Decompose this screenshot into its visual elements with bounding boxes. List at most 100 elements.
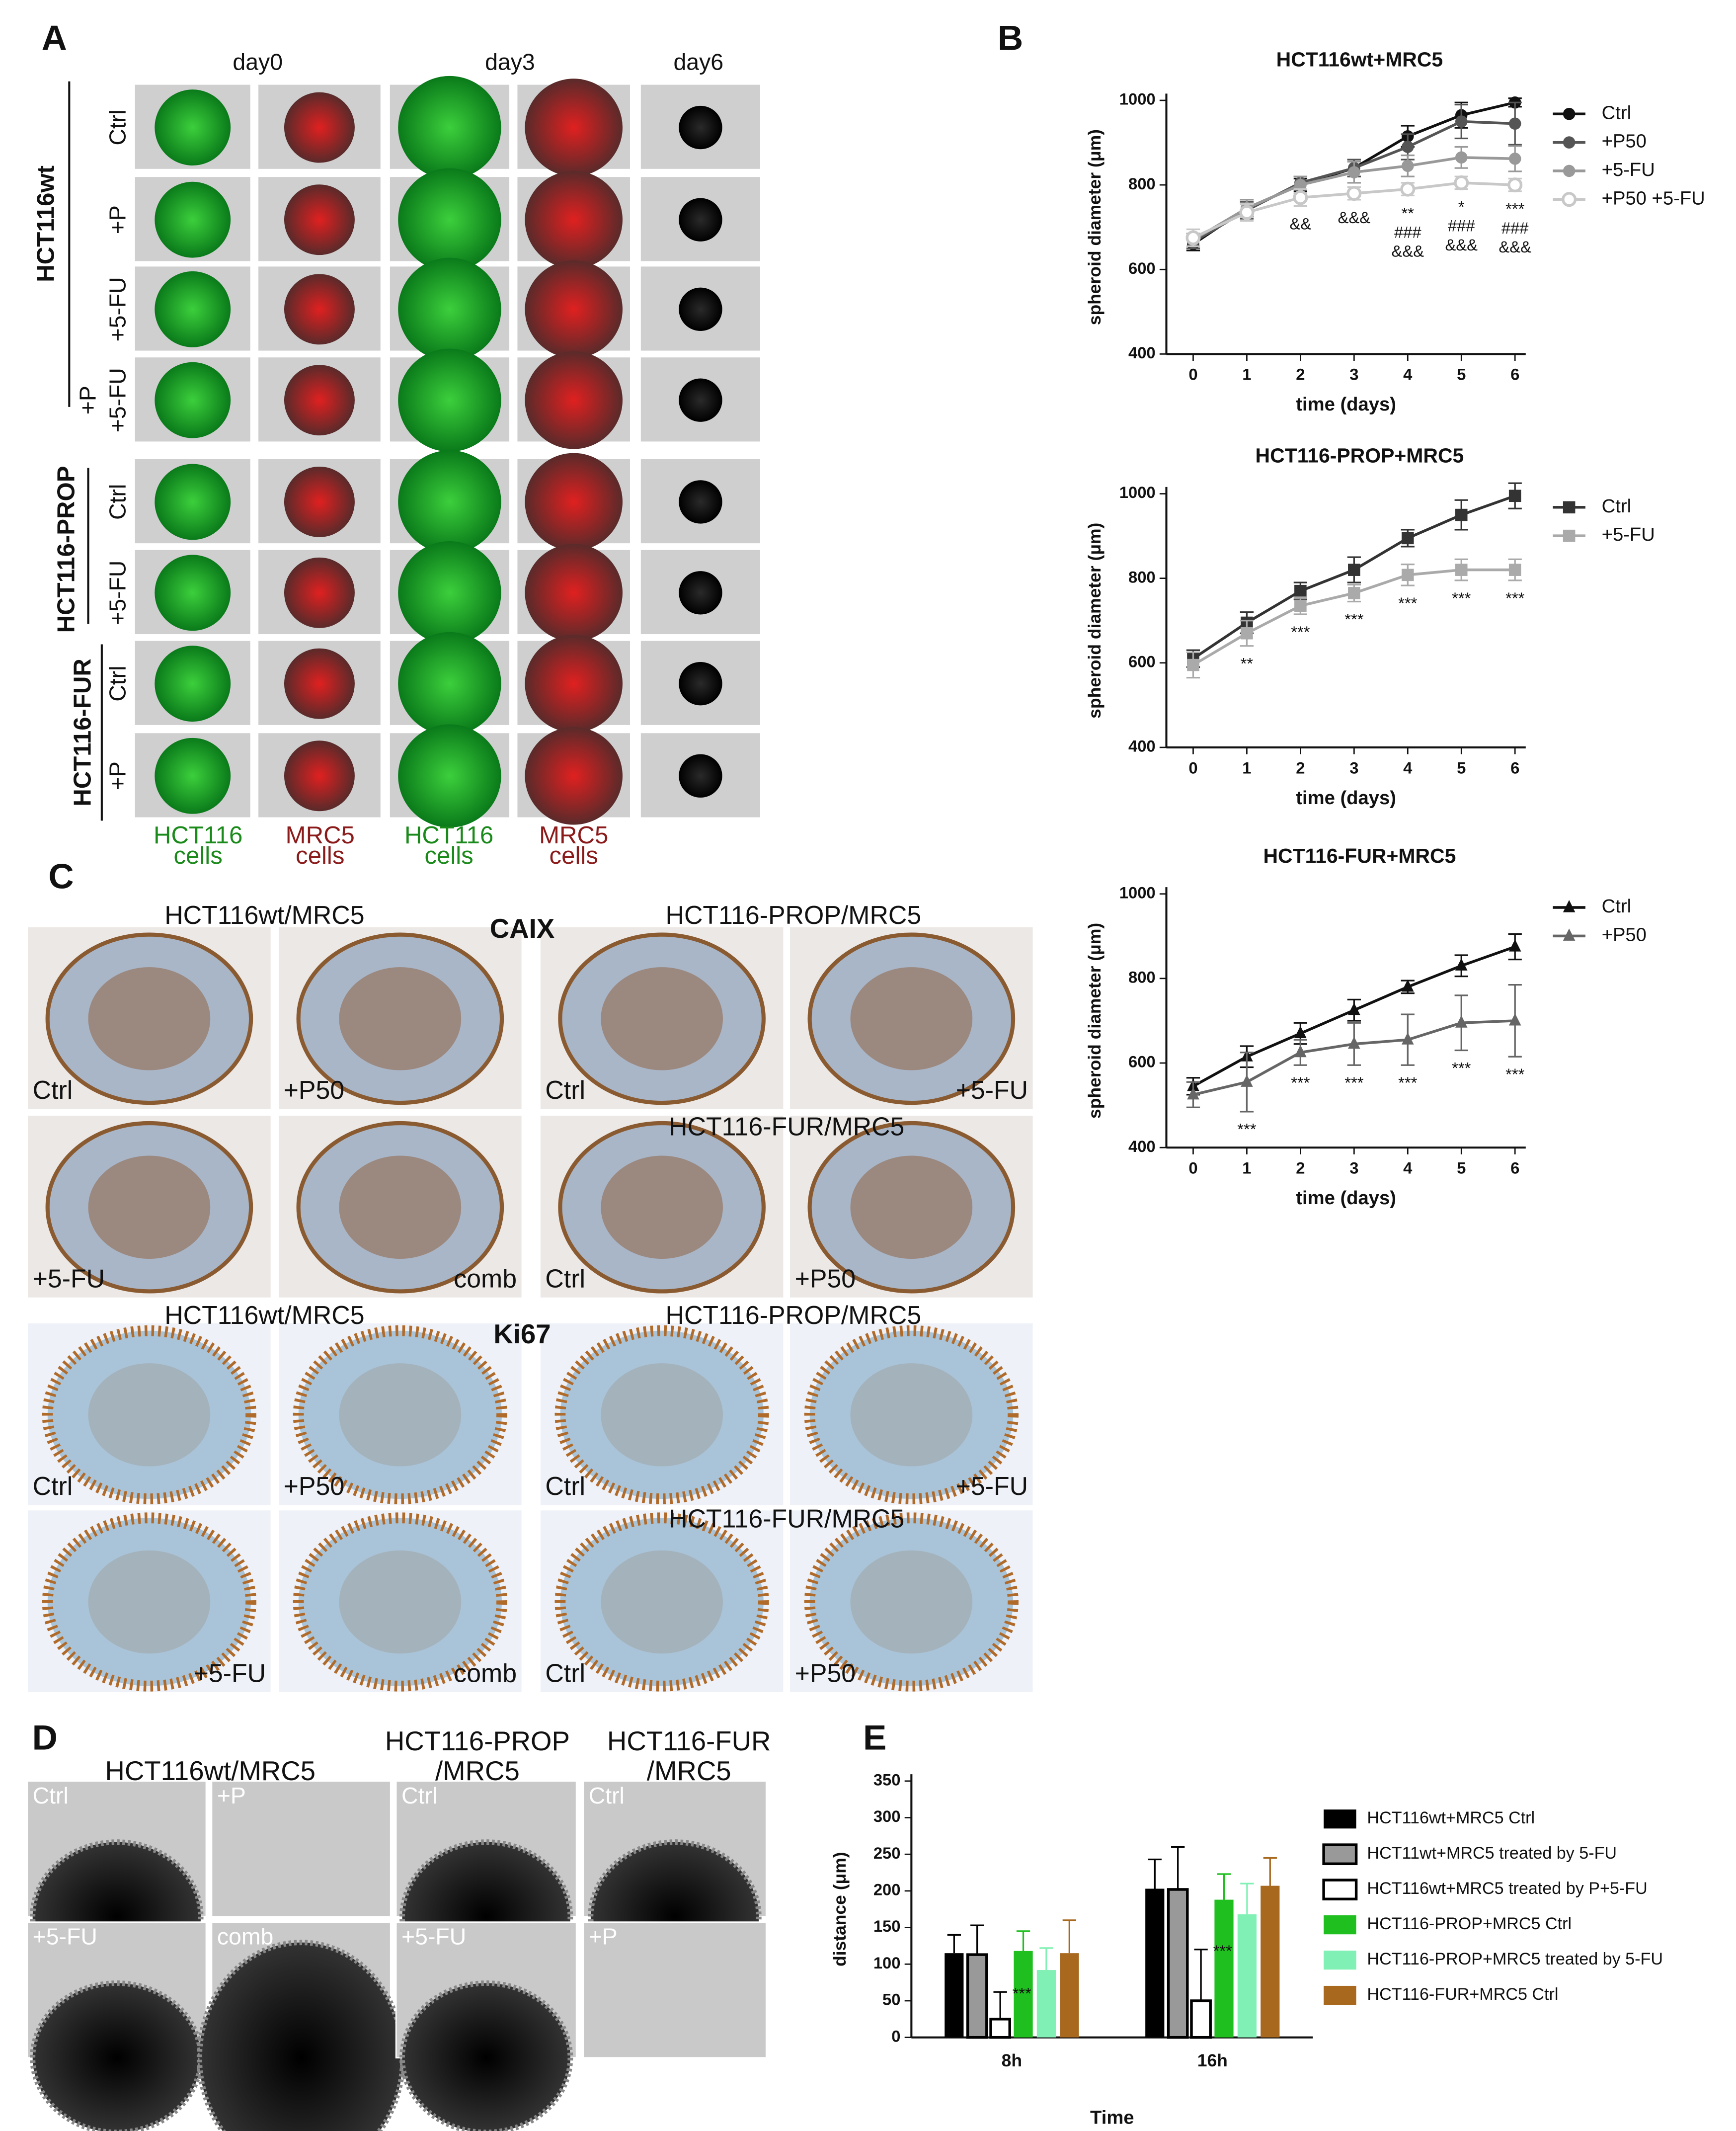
x-tick-label: 0 xyxy=(1188,365,1197,384)
annotation: *** xyxy=(1452,589,1471,607)
spheroid xyxy=(679,661,722,706)
x-axis-label: time (days) xyxy=(1296,1187,1396,1209)
annotation: *** xyxy=(1398,594,1417,612)
cell-label: HCT116 xyxy=(404,822,493,849)
data-point xyxy=(1507,177,1523,193)
error-bar xyxy=(1148,1858,1162,1889)
y-tick-label: 800 xyxy=(1128,968,1156,986)
spheroid xyxy=(284,648,355,719)
spheroid xyxy=(398,257,501,361)
panel-label: A xyxy=(42,19,67,58)
data-point xyxy=(1402,979,1414,992)
image-label: comb xyxy=(454,1264,517,1293)
stain xyxy=(601,967,723,1070)
data-point xyxy=(1455,564,1468,576)
spheroid-section xyxy=(42,1325,257,1504)
stain xyxy=(339,1363,462,1467)
bar xyxy=(1214,1899,1234,2038)
data-point xyxy=(1455,958,1468,971)
x-axis-label: time (days) xyxy=(1296,394,1396,415)
x-tick-label: 4 xyxy=(1403,1158,1413,1177)
image-label: +5-FU xyxy=(956,1075,1028,1104)
data-point xyxy=(1294,1045,1307,1058)
y-axis-label: spheroid diameter (μm) xyxy=(1085,923,1105,1119)
data-point xyxy=(1402,532,1414,545)
cell-label: HCT116 xyxy=(154,822,242,849)
spheroid xyxy=(525,453,623,551)
spheroid xyxy=(525,170,623,269)
image-label: +P50 xyxy=(284,1472,345,1500)
image-label: comb xyxy=(217,1924,273,1950)
y-tick-label: 300 xyxy=(873,1807,901,1825)
error-bar xyxy=(970,1924,984,1955)
legend-label: HCT116-PROP+MRC5 Ctrl xyxy=(1367,1914,1572,1933)
y-tick-label: 0 xyxy=(891,2027,900,2045)
group-label: HCT116-PROP xyxy=(53,466,80,633)
group-label: HCT116-FUR xyxy=(69,658,96,807)
error-bar xyxy=(1217,1873,1231,1900)
annotation: ** xyxy=(1241,655,1254,673)
stain xyxy=(88,967,211,1070)
x-tick-label: 1 xyxy=(1242,1158,1251,1177)
spheroid xyxy=(398,348,501,452)
spheroid xyxy=(284,274,355,345)
image-label: +P50 xyxy=(795,1659,856,1688)
data-point xyxy=(1455,1015,1468,1028)
spheroid xyxy=(525,351,623,449)
x-tick-label: 1 xyxy=(1242,365,1251,384)
annotation: ### xyxy=(1501,219,1529,237)
annotation: *** xyxy=(1237,1120,1256,1139)
annotation: *** xyxy=(1505,1065,1524,1083)
error-bar xyxy=(993,1991,1007,2019)
legend-label: +P50 xyxy=(1602,131,1647,152)
x-axis-label: Time xyxy=(1090,2107,1134,2129)
chart-title: HCT116-FUR+MRC5 xyxy=(1263,844,1456,867)
x-tick-label: 5 xyxy=(1457,758,1466,777)
spheroid-section xyxy=(554,1512,769,1692)
data-point xyxy=(1402,569,1414,581)
legend-label: HCT116wt+MRC5 treated by P+5-FU xyxy=(1367,1879,1647,1898)
legend-label: +5-FU xyxy=(1602,159,1655,180)
stain xyxy=(88,1363,211,1467)
stain-label: Ki67 xyxy=(493,1319,551,1349)
image-label: Ctrl xyxy=(33,1783,69,1808)
legend-marker xyxy=(1563,501,1576,514)
annotation: *** xyxy=(1398,1073,1417,1092)
image-label: Ctrl xyxy=(33,1075,73,1104)
spheroid xyxy=(398,724,501,827)
stain xyxy=(601,1155,723,1259)
data-point xyxy=(1293,190,1308,205)
image-label: Ctrl xyxy=(545,1472,585,1500)
bar xyxy=(1261,1885,1280,2038)
stain xyxy=(339,1155,462,1259)
annotation: *** xyxy=(1344,610,1363,628)
spheroid xyxy=(679,480,722,524)
data-point xyxy=(1241,1074,1253,1087)
legend-label: Ctrl xyxy=(1602,896,1631,917)
data-point xyxy=(1348,1002,1360,1015)
image-label: +P xyxy=(589,1924,618,1950)
spheroid xyxy=(284,740,355,812)
legend-label: HCT11wt+MRC5 treated by 5-FU xyxy=(1367,1844,1617,1863)
spheroid xyxy=(398,168,501,271)
data-point xyxy=(1241,627,1253,640)
annotation: *** xyxy=(1505,589,1524,607)
row-label: +P xyxy=(105,205,131,234)
legend-marker xyxy=(1563,136,1576,149)
data-point xyxy=(1348,564,1360,576)
data-point xyxy=(1239,205,1255,220)
y-tick-label: 100 xyxy=(873,1954,901,1972)
data-point xyxy=(1346,186,1362,201)
data-point xyxy=(1294,1026,1307,1039)
data-point xyxy=(1185,230,1201,246)
data-point xyxy=(1508,153,1521,165)
spheroid-section xyxy=(804,1325,1019,1504)
section-header: HCT116-PROP/MRC5 xyxy=(666,1301,922,1329)
stain xyxy=(339,1550,462,1654)
annotation: *** xyxy=(1452,1059,1471,1077)
legend-swatch xyxy=(1324,1809,1356,1829)
panel-label: E xyxy=(863,1719,886,1758)
error-bar xyxy=(947,1934,961,1954)
spheroid-section xyxy=(45,932,253,1105)
data-point xyxy=(1508,117,1521,130)
